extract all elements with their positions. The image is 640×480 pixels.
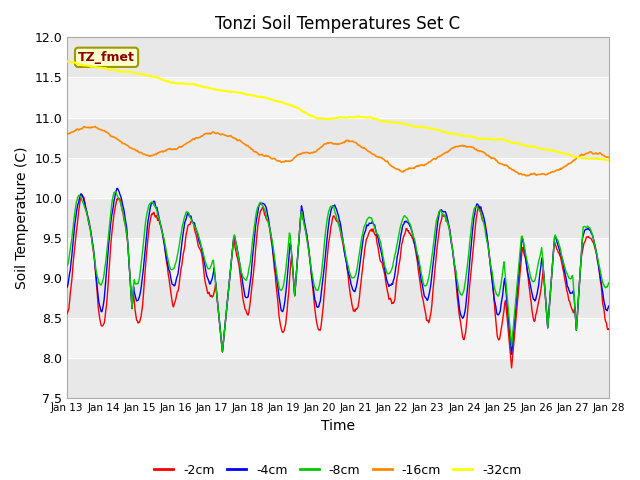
Title: Tonzi Soil Temperatures Set C: Tonzi Soil Temperatures Set C	[216, 15, 461, 33]
Bar	[67, 198, 609, 238]
Bar	[67, 118, 609, 158]
Bar	[67, 278, 609, 318]
Bar	[67, 37, 609, 77]
Bar	[67, 238, 609, 278]
X-axis label: Time: Time	[321, 419, 355, 433]
Legend: -2cm, -4cm, -8cm, -16cm, -32cm: -2cm, -4cm, -8cm, -16cm, -32cm	[150, 459, 527, 480]
Text: TZ_fmet: TZ_fmet	[78, 51, 135, 64]
Bar	[67, 358, 609, 398]
Bar	[67, 158, 609, 198]
Bar	[67, 77, 609, 118]
Y-axis label: Soil Temperature (C): Soil Temperature (C)	[15, 146, 29, 289]
Bar	[67, 318, 609, 358]
